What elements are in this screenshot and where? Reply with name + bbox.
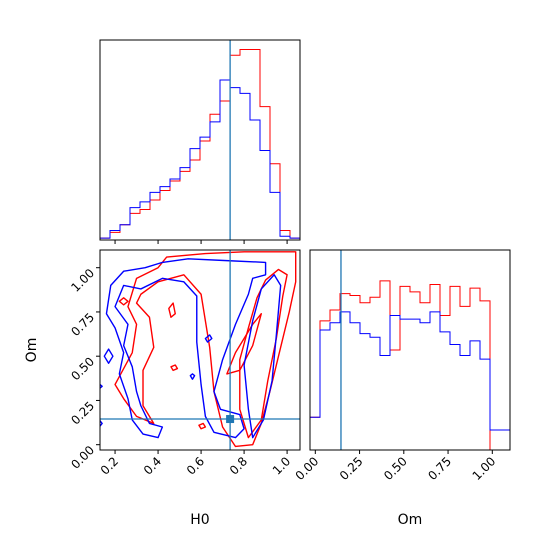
contour-blue-9: [204, 334, 213, 343]
om-y-tick-label-2: 0.50: [68, 354, 97, 383]
contour-red-2: [226, 313, 262, 375]
contour-red-1: [239, 268, 288, 439]
contour-red-3: [118, 297, 129, 306]
contour-red-5: [170, 364, 179, 372]
h0-hist-red-series: [100, 49, 300, 239]
h0-hist-blue-series: [100, 79, 300, 239]
om-histogram-frame: [309, 249, 511, 451]
contour-blue-10: [103, 348, 114, 364]
om-hist-blue-series: [309, 311, 510, 450]
h0-histogram-frame: [99, 39, 301, 241]
truth-marker: [226, 415, 235, 424]
om-y-axis-label: Om: [24, 338, 40, 363]
om-y-tick-label-0: 0.00: [68, 443, 97, 472]
om-y-tick-label-3: 0.75: [68, 310, 97, 339]
h0-x-tick-label-1: 0.4: [141, 454, 164, 477]
contour-red-0: [114, 251, 297, 448]
contour-blue-13: [189, 373, 196, 380]
joint-contour-frame: [99, 249, 301, 451]
h0-x-tick-label-2: 0.6: [184, 454, 207, 477]
om-hist-red-series: [309, 280, 510, 451]
om-y-tick-label-4: 1.00: [68, 266, 97, 295]
om-x-tick-label-2: 0.50: [381, 454, 410, 483]
h0-histogram-panel: [99, 39, 301, 244]
contour-blue-11: [100, 383, 103, 389]
contour-red-6: [198, 422, 207, 430]
om-x-tick-label-4: 1.00: [470, 454, 499, 483]
contour-blue-7: [105, 258, 267, 439]
h0-x-tick-label-4: 1.0: [270, 454, 293, 477]
joint-contour-panel: 0.2 0.4 0.6 0.8 1.0 0.00 0.25 0.50 0.75 1.00: [68, 249, 301, 478]
contour-blue-12: [100, 419, 103, 428]
om-x-tick-label-3: 0.75: [425, 454, 454, 483]
om-y-tick-label-1: 0.25: [68, 399, 97, 428]
om-x-tick-label-1: 0.25: [337, 454, 366, 483]
contour-blue-8: [243, 274, 282, 439]
contour-red-4: [168, 302, 176, 318]
om-x-tick-label-0: 0.00: [293, 454, 322, 483]
om-histogram-panel: 0.00 0.25 0.50 0.75 1.00: [293, 249, 511, 483]
h0-axis-label: H0: [190, 512, 209, 528]
contour-group: [100, 250, 300, 450]
om-axis-label: Om: [398, 512, 423, 528]
h0-x-tick-label-3: 0.8: [227, 454, 250, 477]
h0-x-tick-label-0: 0.2: [98, 454, 121, 477]
